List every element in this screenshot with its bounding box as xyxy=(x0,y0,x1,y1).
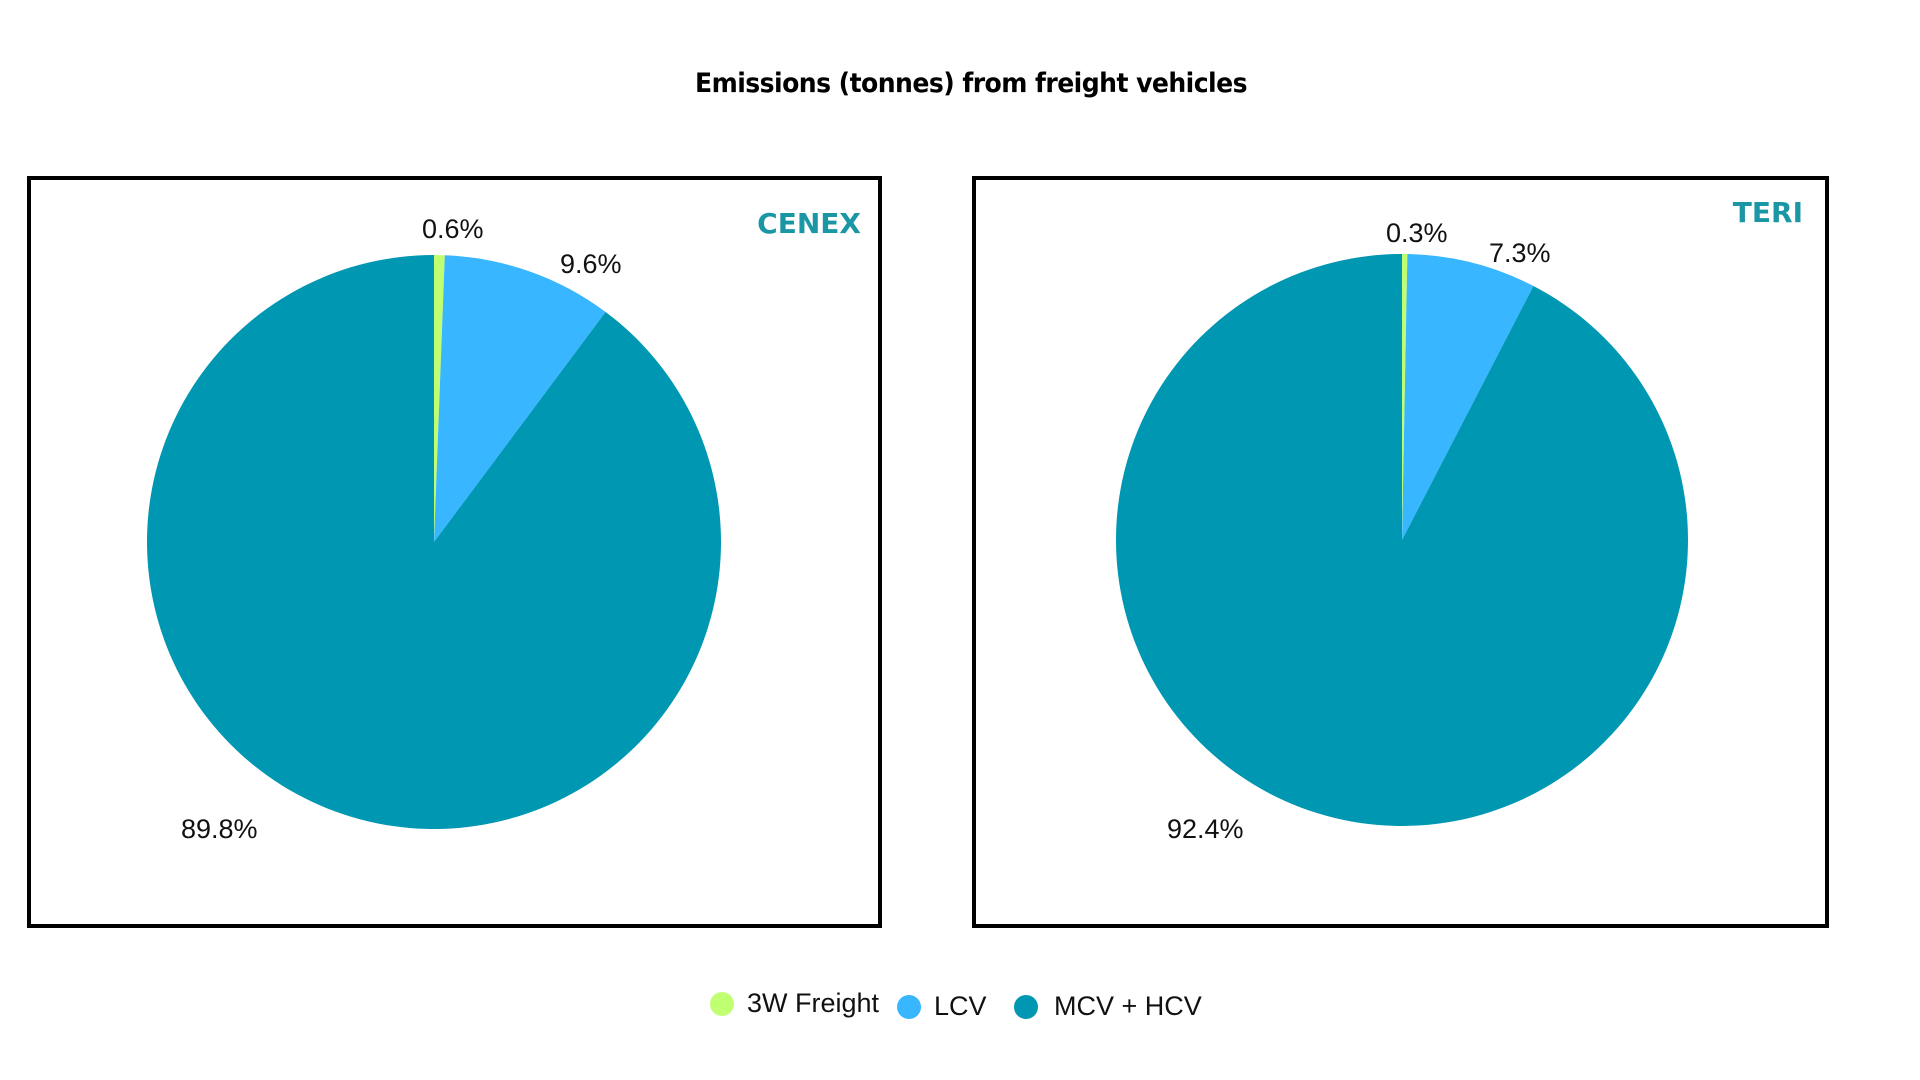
legend-swatch-3w-freight xyxy=(710,991,734,1016)
data-label-cenex-mcv-hcv: 89.8% xyxy=(181,814,258,844)
pie-cenex xyxy=(147,255,722,829)
pie-slice-cenex-3w-freight xyxy=(434,255,445,542)
panel-label-teri: TERI xyxy=(1733,196,1803,229)
data-label-cenex-3w: 0.6% xyxy=(422,214,484,244)
pie-slice-cenex-mcv-hcv xyxy=(147,255,722,829)
pie-slice-teri-mcv-hcv xyxy=(1115,254,1688,826)
data-label-teri-mcv-hcv: 92.4% xyxy=(1167,814,1244,844)
pie-teri xyxy=(1115,254,1688,826)
panel-label-cenex: CENEX xyxy=(757,207,861,240)
legend-item-mcv-hcv: MCV + HCV xyxy=(1014,991,1202,1022)
legend-label-lcv: LCV xyxy=(934,991,987,1021)
data-label-teri-3w: 0.3% xyxy=(1386,218,1448,248)
legend: 3W Freight LCV MCV + HCV xyxy=(0,984,1920,1024)
legend-label-mcv-hcv: MCV + HCV xyxy=(1054,991,1202,1021)
legend-item-3w-freight: 3W Freight xyxy=(710,988,879,1019)
legend-item-lcv: LCV xyxy=(897,991,987,1022)
data-label-teri-lcv: 7.3% xyxy=(1489,238,1551,268)
legend-swatch-mcv-hcv xyxy=(1014,994,1038,1019)
chart-title: Emissions (tonnes) from freight vehicles xyxy=(695,68,1248,99)
legend-swatch-lcv xyxy=(897,994,921,1019)
pie-slice-teri-lcv xyxy=(1402,254,1534,540)
pie-slice-teri-3w-freight xyxy=(1402,254,1408,540)
data-label-cenex-lcv: 9.6% xyxy=(560,249,622,279)
pie-slice-cenex-lcv xyxy=(434,255,606,542)
legend-label-3w-freight: 3W Freight xyxy=(747,988,880,1018)
